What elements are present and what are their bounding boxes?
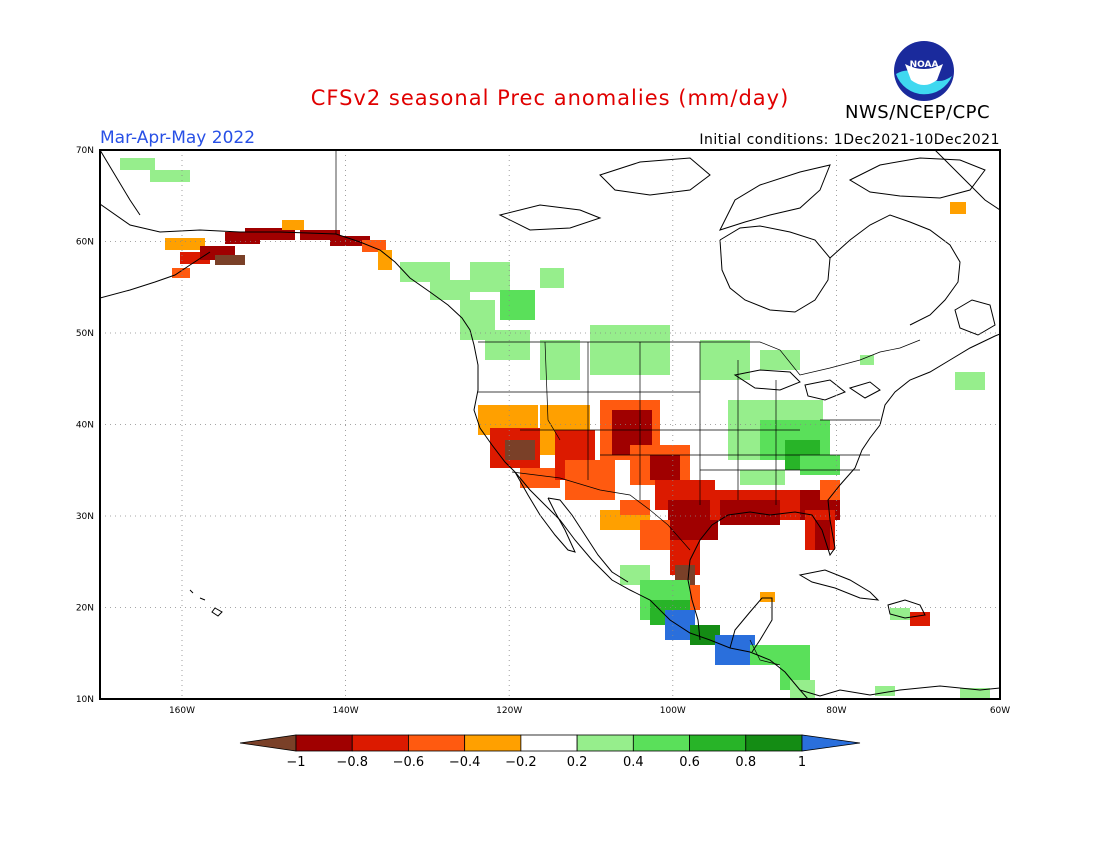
lon-tick-label: 140W: [333, 706, 359, 716]
colorbar-swatch: [632, 734, 690, 752]
anomaly-cell: [540, 340, 580, 380]
coastlines: [100, 150, 1000, 699]
anomaly-cell: [640, 520, 670, 550]
anomaly-cells: [120, 158, 990, 699]
anomaly-cell: [955, 372, 985, 390]
anomaly-cell: [300, 230, 340, 240]
lat-tick-label: 70N: [76, 146, 94, 156]
colorbar-swatch: [689, 734, 747, 752]
anomaly-cell: [650, 455, 680, 480]
colorbar-label: 0.4: [623, 755, 644, 770]
anomaly-cell: [760, 592, 775, 602]
anomaly-cell: [590, 325, 670, 375]
colorbar-label: 0.6: [679, 755, 700, 770]
anomaly-cell: [540, 268, 564, 288]
colorbar-swatch: [745, 734, 803, 752]
lat-tick-label: 60N: [76, 238, 94, 248]
anomaly-cell: [620, 500, 650, 515]
colorbar-swatch: [408, 734, 466, 752]
anomaly-cell: [120, 158, 155, 170]
lon-tick-label: 60W: [990, 706, 1010, 716]
lat-tick-label: 20N: [76, 604, 94, 614]
colorbar-swatch: [576, 734, 634, 752]
anomaly-cell: [330, 236, 370, 246]
logo-text: NOAA: [910, 60, 939, 70]
colorbar-label: −1: [286, 755, 305, 770]
anomaly-cell: [165, 238, 205, 250]
anomaly-cell: [800, 455, 840, 475]
anomaly-cell: [668, 500, 718, 540]
anomaly-cell: [815, 520, 830, 550]
map-title: CFSv2 seasonal Prec anomalies (mm/day): [310, 86, 790, 110]
colorbar-swatch: [464, 734, 522, 752]
lat-lon-grid: [100, 150, 1000, 699]
anomaly-cell: [875, 686, 895, 696]
anomaly-cell: [950, 202, 966, 214]
colorbar-extend-low: [239, 734, 297, 752]
lon-tick-label: 80W: [826, 706, 846, 716]
anomaly-cell: [690, 625, 720, 645]
anomaly-cell: [740, 470, 785, 485]
colorbar-label: −0.2: [505, 755, 537, 770]
anomaly-cell: [215, 255, 245, 265]
anomaly-cell: [890, 608, 910, 620]
anomaly-cell: [245, 228, 295, 240]
colorbar-extend-high: [801, 734, 861, 752]
anomaly-cell: [565, 460, 615, 500]
lon-tick-label: 160W: [169, 706, 195, 716]
political-borders: [335, 150, 921, 666]
colorbar-label: 0.8: [735, 755, 756, 770]
lon-tick-label: 120W: [496, 706, 522, 716]
colorbar-swatch: [520, 734, 578, 752]
colorbar-swatch: [295, 734, 353, 752]
anomaly-cell: [860, 355, 874, 365]
colorbar-label: −0.8: [336, 755, 368, 770]
anomaly-cell: [820, 480, 840, 500]
anomaly-cell: [282, 220, 304, 230]
lat-tick-label: 50N: [76, 329, 94, 339]
lon-tick-label: 100W: [660, 706, 686, 716]
anomaly-cell: [520, 468, 560, 488]
axis-tick-labels: 70N 60N 50N 40N 30N 20N 10N 160W 140W 120W 100W 80W…: [76, 146, 1010, 716]
agency-label: NWS/NCEP/CPC: [845, 102, 991, 123]
colorbar-label: −0.6: [393, 755, 425, 770]
anomaly-cell: [378, 250, 392, 270]
anomaly-cell: [172, 268, 190, 278]
anomaly-cell: [485, 330, 530, 360]
lat-tick-label: 10N: [76, 695, 94, 705]
anomaly-cell: [362, 240, 386, 252]
colorbar-swatch: [351, 734, 409, 752]
anomaly-cell: [400, 262, 450, 282]
anomaly-cell: [500, 290, 535, 320]
map-frame: [99, 149, 1001, 700]
lat-tick-label: 30N: [76, 512, 94, 522]
noaa-logo: NOAA: [894, 41, 954, 101]
anomaly-cell: [910, 612, 930, 626]
anomaly-cell: [430, 280, 470, 300]
anomaly-cell: [960, 688, 990, 698]
initial-conditions-label: Initial conditions: 1Dec2021-10Dec2021: [699, 132, 1000, 148]
anomaly-cell: [470, 262, 510, 292]
colorbar: −1 −0.8 −0.6 −0.4 −0.2 0.2 0.4 0.6 0.8 1: [239, 734, 861, 770]
colorbar-label: −0.4: [449, 755, 481, 770]
colorbar-label: 0.2: [567, 755, 588, 770]
lat-tick-label: 40N: [76, 421, 94, 431]
colorbar-label: 1: [798, 755, 806, 770]
season-label: Mar-Apr-May 2022: [100, 128, 256, 148]
anomaly-cell: [760, 350, 800, 370]
anomaly-cell: [505, 440, 535, 460]
anomaly-cell: [150, 170, 190, 182]
